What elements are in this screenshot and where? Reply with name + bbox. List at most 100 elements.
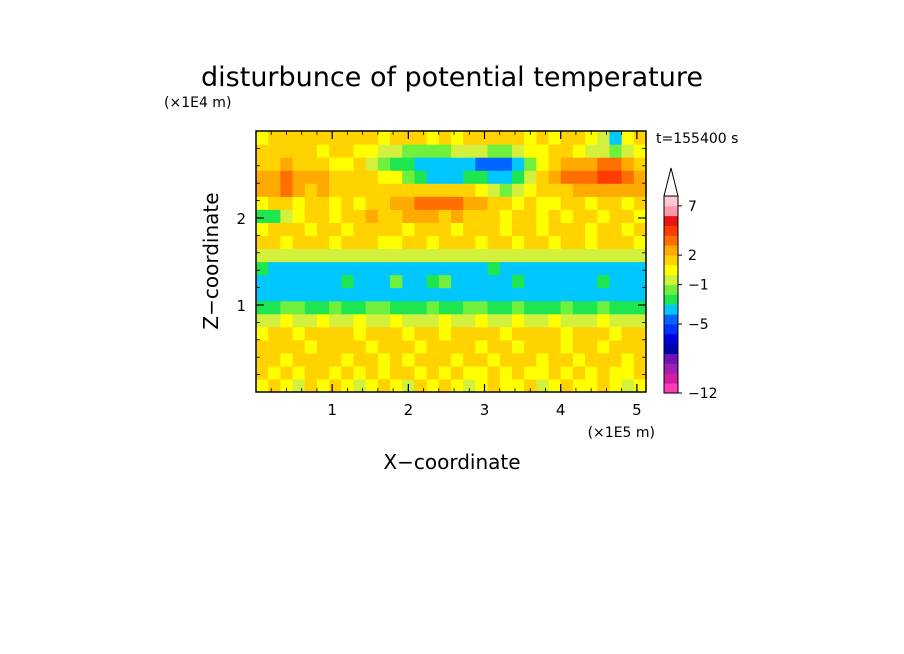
contour-cell [487, 365, 501, 380]
contour-cell [426, 300, 440, 315]
contour-cell [280, 222, 294, 236]
contour-cell [536, 339, 550, 354]
contour-cell [499, 235, 513, 250]
contour-cell [292, 183, 306, 197]
contour-cell [511, 144, 525, 158]
contour-cell [463, 300, 476, 315]
contour-cell [390, 313, 403, 328]
contour-cell [548, 326, 562, 341]
contour-cell [292, 209, 306, 223]
contour-cell [304, 300, 318, 315]
contour-cell [377, 378, 391, 392]
contour-cell [560, 326, 574, 341]
contour-cell [536, 144, 550, 158]
contour-cell [438, 235, 452, 250]
contour-cell [341, 261, 355, 276]
contour-cell [572, 144, 586, 158]
contour-cell [292, 365, 306, 380]
contour-cell [548, 313, 562, 328]
contour-cell [304, 378, 318, 392]
contour-cell [511, 261, 525, 276]
contour-cell [511, 352, 525, 367]
contour-cell [487, 261, 501, 276]
contour-cell [548, 222, 562, 236]
contour-cell [463, 365, 476, 380]
contour-cell [633, 157, 646, 171]
contour-cell [572, 261, 586, 276]
contour-cell [402, 196, 416, 210]
contour-cell [377, 326, 391, 341]
contour-cell [353, 339, 367, 354]
contour-cell [548, 352, 562, 367]
contour-cell [621, 274, 635, 289]
contour-cell [438, 352, 452, 367]
contour-cell [597, 157, 611, 171]
contour-cell [475, 261, 489, 276]
contour-cell [316, 326, 330, 341]
contour-cell [353, 170, 367, 184]
contour-cell [451, 222, 464, 236]
contour-cell [499, 183, 513, 197]
contour-cell [621, 183, 635, 197]
contour-cell [402, 235, 416, 250]
colorbar-swatch [664, 196, 678, 207]
contour-cell [475, 274, 489, 289]
contour-cell [560, 248, 574, 263]
contour-cell [463, 339, 476, 354]
contour-cell [365, 170, 379, 184]
contour-cell [560, 313, 574, 328]
contour-cell [572, 131, 586, 145]
contour-cell [426, 261, 440, 276]
contour-cell [402, 287, 416, 302]
contour-cell [377, 183, 391, 197]
contour-cell [524, 352, 537, 367]
contour-cell [487, 287, 501, 302]
contour-cell [499, 300, 513, 315]
colorbar-swatch [664, 205, 678, 217]
contour-cell [280, 313, 294, 328]
contour-cell [316, 313, 330, 328]
contour-cell [524, 261, 537, 276]
contour-cell [560, 274, 574, 289]
contour-cell [426, 339, 440, 354]
contour-cell [621, 313, 635, 328]
x-tick-label: 1 [327, 401, 337, 419]
contour-cell [414, 326, 428, 341]
contour-cell [268, 131, 281, 145]
contour-cell [438, 157, 452, 171]
contour-cell [621, 261, 635, 276]
contour-cell [256, 313, 269, 328]
contour-cell [451, 144, 464, 158]
contour-cell [597, 144, 611, 158]
contour-cell [426, 183, 440, 197]
contour-cell [353, 313, 367, 328]
contour-cell [365, 352, 379, 367]
contour-cell [316, 157, 330, 171]
contour-cell [609, 131, 623, 145]
contour-cell [609, 183, 623, 197]
contour-cell [585, 378, 598, 392]
contour-cell [499, 378, 513, 392]
contour-cell [463, 378, 476, 392]
contour-cell [390, 131, 403, 145]
contour-cell [365, 300, 379, 315]
x-tick-label: 4 [556, 401, 566, 419]
contour-cell [438, 326, 452, 341]
contour-cell [329, 300, 342, 315]
contour-cell [585, 261, 598, 276]
contour-cell [609, 209, 623, 223]
contour-cell [329, 183, 342, 197]
contour-cell [475, 248, 489, 263]
contour-cell [377, 235, 391, 250]
contour-cell [572, 222, 586, 236]
contour-cell [426, 222, 440, 236]
contour-cell [524, 248, 537, 263]
contour-cell [292, 326, 306, 341]
contour-cell [304, 261, 318, 276]
x-axis-unit: (×1E5 m) [588, 425, 655, 441]
contour-cell [329, 235, 342, 250]
contour-cell [524, 131, 537, 145]
contour-cell [560, 131, 574, 145]
contour-cell [597, 209, 611, 223]
contour-cell [451, 313, 464, 328]
